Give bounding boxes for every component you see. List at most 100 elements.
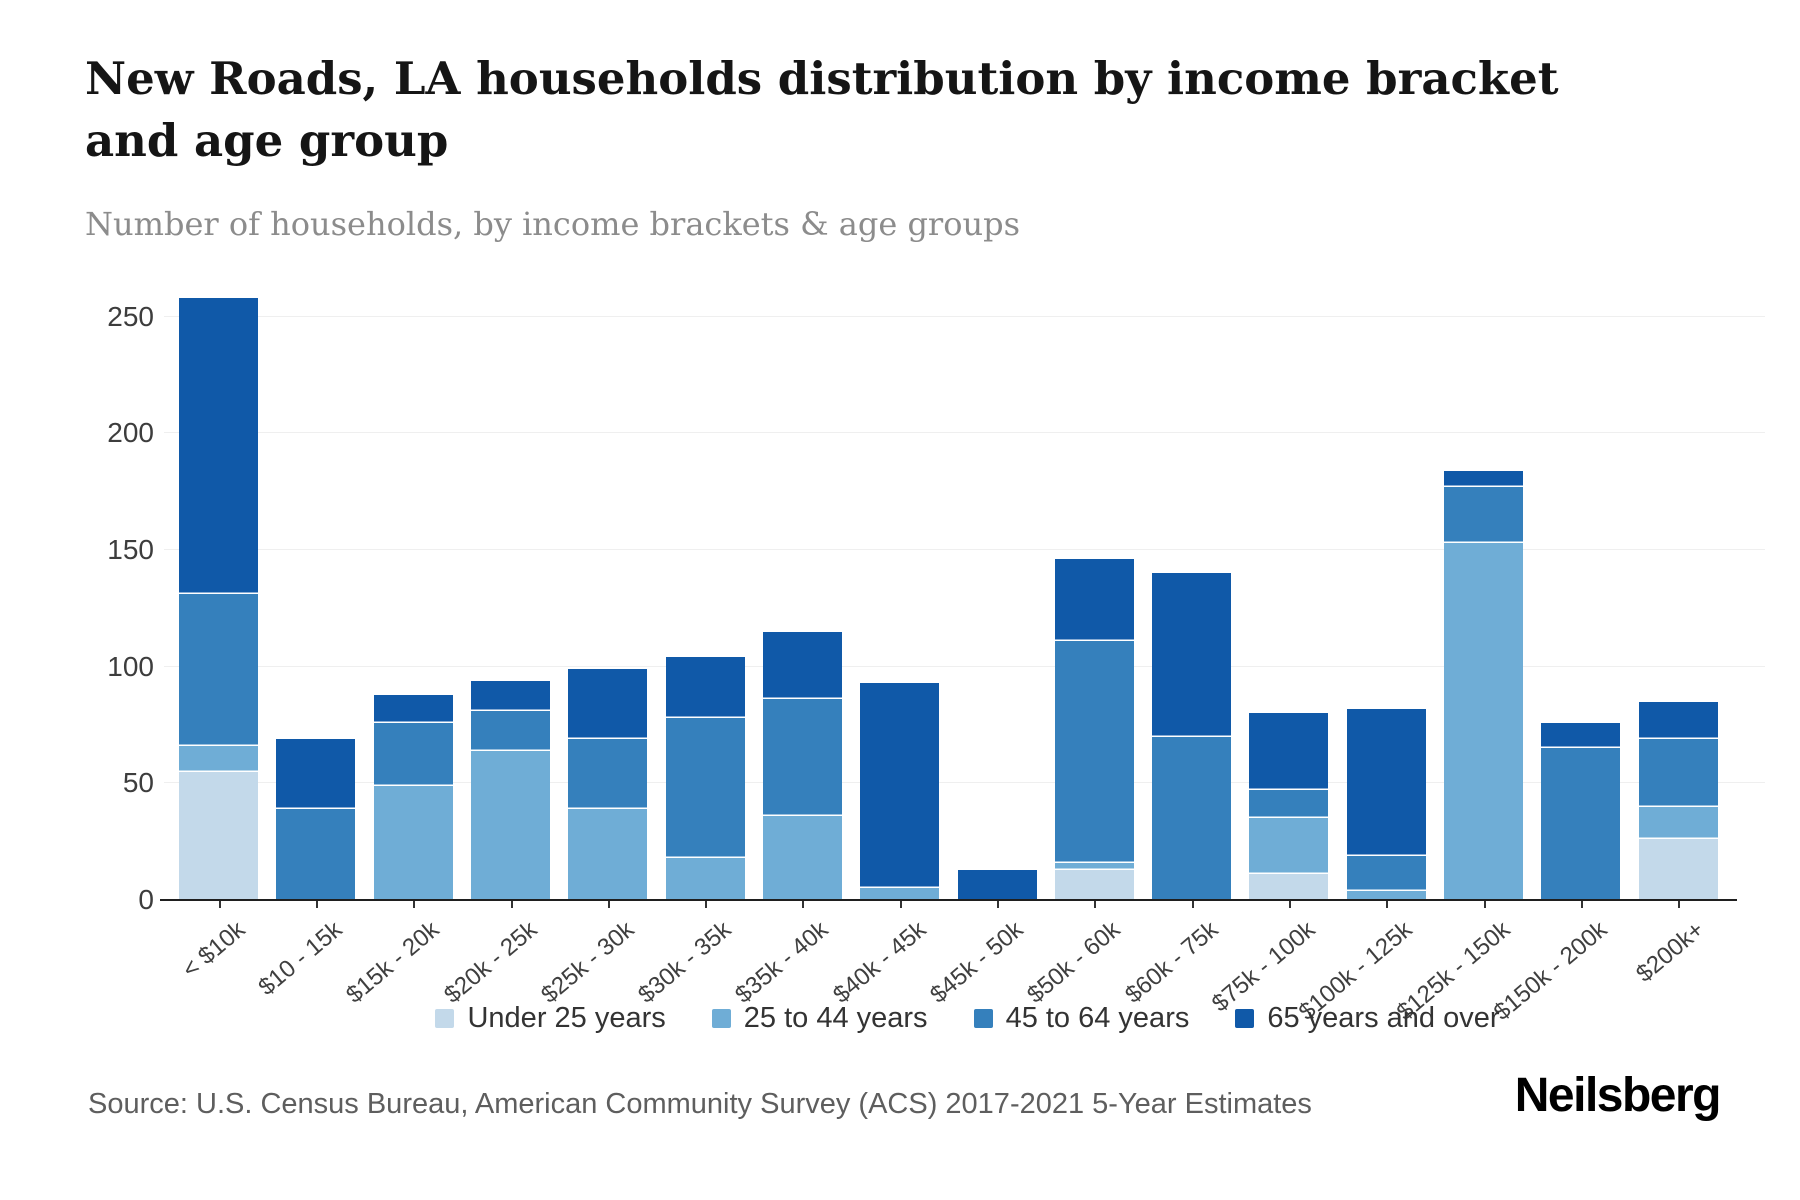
x-axis-tick	[802, 900, 805, 908]
bar-segment-Under 25 years[interactable]	[1638, 839, 1718, 900]
x-axis-line	[160, 899, 1737, 901]
bar-$75k - 100k[interactable]	[1249, 713, 1329, 900]
bar-segment-45 to 64 years[interactable]	[373, 722, 453, 786]
bar-segment-65 years and over[interactable]	[957, 869, 1037, 900]
chart-subtitle: Number of households, by income brackets…	[85, 205, 1020, 243]
x-axis-tick	[1288, 900, 1291, 908]
y-axis-label-0: 0	[138, 884, 154, 915]
bar-segment-45 to 64 years[interactable]	[471, 710, 551, 751]
bar-$200k+[interactable]	[1638, 701, 1718, 900]
x-axis-tick	[1678, 900, 1681, 908]
bar-segment-65 years and over[interactable]	[276, 738, 356, 809]
bar-segment-45 to 64 years[interactable]	[762, 699, 842, 816]
bar-segment-65 years and over[interactable]	[1152, 573, 1232, 737]
bar-segment-25 to 44 years[interactable]	[568, 808, 648, 900]
plot-area: 0 50 100 150 200 250 < $10k $10 - 15k $15k - 20k…	[107, 0, 1765, 1026]
y-axis-label-250: 250	[107, 300, 154, 332]
bar-segment-65 years and over[interactable]	[373, 694, 453, 723]
bar-segment-45 to 64 years[interactable]	[1152, 736, 1232, 900]
bar-segment-65 years and over[interactable]	[568, 668, 648, 739]
bar-segment-65 years and over[interactable]	[860, 682, 940, 889]
x-axis-label-$45k - 50k: $45k - 50k	[925, 916, 1029, 1009]
bar-segment-45 to 64 years[interactable]	[179, 594, 259, 746]
legend-label: Under 25 years	[467, 1002, 666, 1034]
x-axis-tick	[997, 900, 1000, 908]
bar-$20k - 25k[interactable]	[471, 680, 551, 900]
x-axis-label-$35k - 40k: $35k - 40k	[730, 916, 834, 1009]
bar-segment-65 years and over[interactable]	[1054, 559, 1134, 641]
x-axis-tick	[1386, 900, 1389, 908]
x-axis-tick	[1094, 900, 1097, 908]
gridline-200	[164, 432, 1765, 434]
bar-segment-25 to 44 years[interactable]	[1638, 806, 1718, 840]
legend-swatch-icon	[435, 1009, 455, 1028]
bar-segment-25 to 44 years[interactable]	[1249, 818, 1329, 875]
y-axis-label-100: 100	[107, 650, 154, 682]
x-axis-label-$200k+: $200k+	[1631, 916, 1710, 988]
bar-segment-Under 25 years[interactable]	[179, 771, 259, 900]
gridline-250	[164, 315, 1765, 317]
bar-segment-25 to 44 years[interactable]	[665, 858, 745, 900]
bar-$40k - 45k[interactable]	[860, 682, 940, 900]
bar-$50k - 60k[interactable]	[1054, 559, 1134, 900]
bar-segment-25 to 44 years[interactable]	[1054, 862, 1134, 870]
bar-segment-65 years and over[interactable]	[762, 631, 842, 700]
bar-segment-65 years and over[interactable]	[1346, 708, 1426, 856]
bar-segment-45 to 64 years[interactable]	[276, 808, 356, 900]
legend-label: 65 years and over	[1267, 1002, 1500, 1034]
bar-segment-25 to 44 years[interactable]	[762, 815, 842, 900]
bar-segment-45 to 64 years[interactable]	[1249, 790, 1329, 819]
bar-segment-45 to 64 years[interactable]	[1541, 748, 1621, 900]
x-axis-tick	[1483, 900, 1486, 908]
bar-segment-65 years and over[interactable]	[1249, 713, 1329, 791]
bar-$125k - 150k[interactable]	[1444, 470, 1524, 900]
legend-item-65 years and over[interactable]: 65 years and over	[1235, 1002, 1500, 1035]
bar-$30k - 35k[interactable]	[665, 657, 745, 900]
bar-segment-65 years and over[interactable]	[1638, 701, 1718, 739]
y-axis-label-150: 150	[107, 533, 154, 565]
bar-segment-25 to 44 years[interactable]	[373, 785, 453, 900]
legend-item-Under 25 years[interactable]: Under 25 years	[435, 1002, 666, 1035]
bar-segment-65 years and over[interactable]	[1444, 470, 1524, 487]
legend-item-25 to 44 years[interactable]: 25 to 44 years	[711, 1002, 928, 1035]
neilsberg-logo: Neilsberg	[1514, 1069, 1722, 1122]
bar-$10 - 15k[interactable]	[276, 738, 356, 900]
x-axis-tick	[899, 900, 902, 908]
bar-$45k - 50k[interactable]	[957, 869, 1037, 900]
bar-segment-25 to 44 years[interactable]	[471, 750, 551, 900]
bar-$35k - 40k[interactable]	[762, 631, 842, 900]
legend-label: 25 to 44 years	[743, 1002, 928, 1034]
bar-segment-45 to 64 years[interactable]	[1444, 486, 1524, 543]
bar-< $10k[interactable]	[179, 297, 259, 900]
x-axis-tick	[1580, 900, 1583, 908]
bar-segment-45 to 64 years[interactable]	[568, 738, 648, 809]
bar-segment-45 to 64 years[interactable]	[1054, 640, 1134, 863]
gridline-50	[164, 782, 1765, 784]
legend-swatch-icon	[711, 1009, 731, 1028]
legend-item-45 to 64 years[interactable]: 45 to 64 years	[973, 1002, 1189, 1035]
x-axis-tick	[1191, 900, 1194, 908]
bar-segment-Under 25 years[interactable]	[1054, 869, 1134, 900]
x-axis-tick	[218, 900, 221, 908]
bar-segment-45 to 64 years[interactable]	[1638, 738, 1718, 807]
bar-segment-65 years and over[interactable]	[1541, 722, 1621, 749]
bar-$15k - 20k[interactable]	[373, 694, 453, 900]
bar-$100k - 125k[interactable]	[1346, 708, 1426, 900]
gridline-100	[164, 665, 1765, 667]
bar-$25k - 30k[interactable]	[568, 668, 648, 900]
y-axis-label-200: 200	[107, 417, 154, 449]
bar-segment-65 years and over[interactable]	[471, 680, 551, 711]
bar-segment-25 to 44 years[interactable]	[860, 888, 940, 900]
x-axis-label-$50k - 60k: $50k - 60k	[1022, 916, 1126, 1009]
bar-segment-65 years and over[interactable]	[179, 297, 259, 595]
bar-segment-65 years and over[interactable]	[665, 657, 745, 718]
bar-segment-45 to 64 years[interactable]	[1346, 855, 1426, 891]
bar-segment-25 to 44 years[interactable]	[1444, 542, 1524, 900]
bar-$150k - 200k[interactable]	[1541, 722, 1621, 900]
legend-swatch-icon	[973, 1009, 993, 1028]
bar-segment-25 to 44 years[interactable]	[179, 745, 259, 772]
bar-segment-Under 25 years[interactable]	[1249, 874, 1329, 900]
bar-segment-25 to 44 years[interactable]	[1346, 890, 1426, 900]
bar-segment-45 to 64 years[interactable]	[665, 717, 745, 858]
bar-$60k - 75k[interactable]	[1152, 573, 1232, 900]
